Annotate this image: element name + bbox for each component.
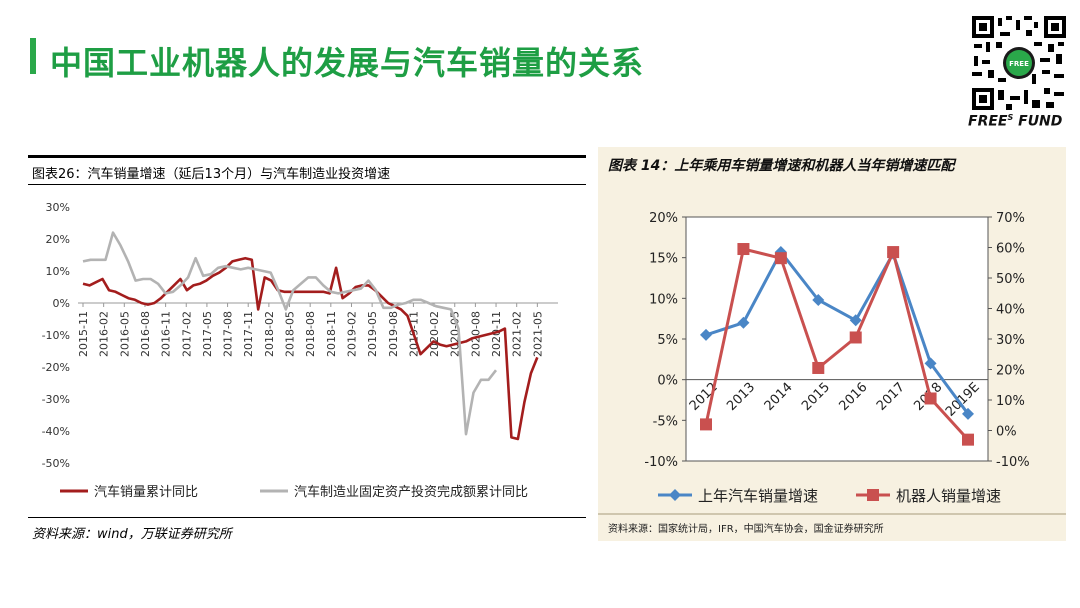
right-legend-marker [669, 489, 681, 501]
right-y2-tick-label: 50% [996, 272, 1025, 287]
right-legend-label: 机器人销量增速 [896, 487, 1001, 505]
left-y-tick-label: 30% [46, 201, 70, 214]
car-sales-point [700, 328, 712, 341]
left-y-tick-label: -30% [42, 393, 70, 406]
page-title: 中国工业机器人的发展与汽车销量的关系 [50, 44, 645, 82]
right-y-tick-label: 5% [657, 333, 678, 348]
series-line-robot-sales [704, 247, 970, 441]
right-plot-area [685, 216, 989, 462]
left-x-tick-label: 2015-11 [77, 311, 90, 357]
left-y-tick-label: 10% [46, 265, 70, 278]
right-chart-source: 资料来源：国家统计局，IFR，中国汽车协会，国金证券研究所 [608, 524, 884, 535]
right-y2-tick-label: 0% [996, 425, 1017, 440]
right-y-tick-label: 15% [649, 252, 678, 267]
left-x-tick-label: 2019-05 [366, 311, 379, 357]
left-x-tick-label: 2019-08 [387, 311, 400, 357]
right-y2-tick-label: 60% [996, 242, 1025, 257]
robot-sales-point [812, 361, 825, 374]
qr-center-text: FREE [1009, 60, 1029, 68]
brand-logo: FREES FUND [968, 113, 1063, 130]
car-sales-point [737, 316, 750, 329]
left-y-tick-label: -10% [42, 329, 70, 342]
right-y-tick-label: 0% [657, 374, 678, 389]
left-x-tick-label: 2017-08 [222, 311, 235, 357]
right-y2-tick-label: 70% [996, 211, 1025, 226]
left-chart-source: 资料来源：wind，万联证券研究所 [32, 527, 232, 542]
right-line-chart: -10% -5% 0% 5% 10% 15% 20% -10% 0% 10% 20% 30% 40% 50… [644, 211, 1030, 505]
left-x-tick-label: 2019-02 [345, 311, 358, 357]
left-x-tick-label: 2017-11 [242, 311, 255, 357]
robot-sales-point [924, 392, 937, 405]
series-line-car-sales [705, 249, 970, 415]
title-accent-bar [30, 38, 36, 74]
left-line-chart: -50% -40% -30% -20% -10% 0% 10% 20% 30% 2015-11 20… [42, 201, 558, 500]
right-chart-panel: 图表 14：上年乘用车销量增速和机器人当年销增速匹配 -10% -5% 0% 5% 10… [598, 147, 1066, 541]
left-x-tick-label: 2016-11 [160, 311, 173, 357]
left-x-tick-label: 2021-02 [511, 311, 524, 357]
series-line-auto-sales [82, 256, 539, 441]
right-y2-tick-label: 10% [996, 394, 1025, 409]
right-y-tick-label: 10% [649, 292, 678, 307]
right-legend-marker [867, 489, 879, 501]
robot-sales-point [700, 418, 712, 431]
robot-sales-point [849, 331, 862, 344]
left-x-tick-label: 2018-08 [304, 311, 317, 357]
right-y-tick-label: -5% [653, 414, 678, 429]
right-y2-tick-label: -10% [996, 455, 1030, 470]
qr-code: FREE [970, 14, 1068, 112]
right-legend-label: 上年汽车销量增速 [698, 487, 818, 505]
robot-sales-point [887, 246, 900, 259]
left-chart-panel: 图表26：汽车销量增速（延后13个月）与汽车制造业投资增速 -50% -40% -3… [28, 155, 586, 545]
left-legend-label: 汽车销量累计同比 [94, 484, 198, 500]
left-chart-footer: 资料来源：wind，万联证券研究所 [28, 517, 586, 545]
left-x-tick-label: 2016-05 [118, 311, 131, 357]
left-y-tick-label: -40% [42, 425, 70, 438]
car-sales-point [849, 314, 862, 327]
left-x-tick-label: 2020-02 [428, 311, 441, 357]
car-sales-point [924, 357, 937, 370]
left-x-tick-label: 2018-02 [263, 311, 276, 357]
robot-sales-point [737, 243, 750, 256]
left-x-tick-label: 2018-05 [284, 311, 297, 357]
left-y-tick-label: 0% [53, 297, 70, 310]
left-x-tick-label: 2021-05 [531, 311, 544, 357]
right-y-tick-label: 20% [649, 211, 678, 226]
left-x-tick-label: 2017-02 [180, 311, 193, 357]
left-x-tick-label: 2020-08 [469, 311, 482, 357]
left-y-tick-label: 20% [46, 233, 70, 246]
right-y2-tick-label: 30% [996, 333, 1025, 348]
left-y-tick-label: -50% [42, 457, 70, 470]
left-legend-label: 汽车制造业固定资产投资完成额累计同比 [294, 484, 528, 500]
robot-sales-point [962, 433, 974, 446]
left-x-tick-label: 2020-11 [490, 311, 503, 357]
left-x-tick-label: 2017-05 [201, 311, 214, 357]
right-chart-title: 图表 14：上年乘用车销量增速和机器人当年销增速匹配 [608, 158, 955, 174]
right-chart-footer-divider [598, 513, 1066, 515]
right-y2-tick-label: 20% [996, 364, 1025, 379]
robot-sales-point [774, 252, 787, 265]
left-x-tick-label: 2016-02 [98, 311, 111, 357]
right-y2-tick-label: 40% [996, 303, 1025, 318]
left-chart-header: 图表26：汽车销量增速（延后13个月）与汽车制造业投资增速 [28, 155, 586, 185]
left-y-tick-label: -20% [42, 361, 70, 374]
left-chart-title: 图表26：汽车销量增速（延后13个月）与汽车制造业投资增速 [32, 167, 391, 182]
left-x-tick-label: 2016-08 [139, 311, 152, 357]
left-x-tick-label: 2018-11 [325, 311, 338, 357]
series-line-manufacturing-investment [82, 231, 498, 436]
car-sales-point [962, 407, 974, 420]
right-y-tick-label: -10% [644, 455, 678, 470]
